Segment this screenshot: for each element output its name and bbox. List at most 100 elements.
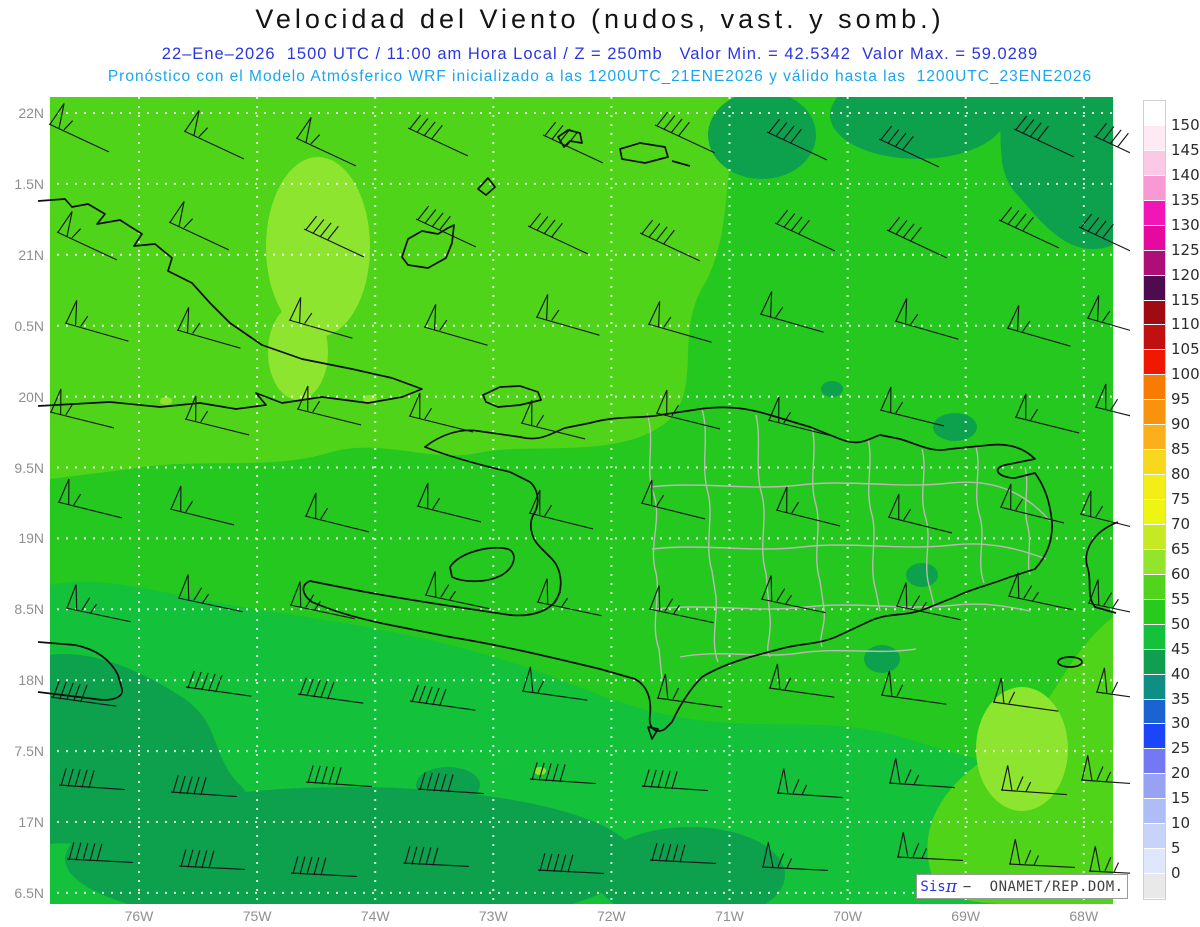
wind-barb (878, 125, 940, 168)
colorbar-cell (1144, 749, 1165, 775)
wind-barb (528, 489, 594, 530)
wind-barb (649, 843, 716, 865)
colorbar-tick-label: 85 (1171, 440, 1191, 459)
colorbar-tick-label: 105 (1171, 340, 1200, 359)
wind-barb (760, 575, 826, 614)
colorbar-cell (1144, 375, 1165, 401)
colorbar-tick-label: 0 (1171, 864, 1181, 883)
colorbar-tick-label: 50 (1171, 614, 1191, 633)
colorbar-cell (1144, 350, 1165, 376)
wind-barb (1080, 755, 1130, 786)
colorbar-tick-label: 120 (1171, 265, 1200, 284)
wind-barb (1014, 393, 1080, 434)
wind-barb (177, 574, 243, 613)
wind-barb (50, 680, 117, 707)
wind-barb (304, 492, 370, 533)
wind-barb (767, 396, 833, 437)
wind-barb (896, 832, 963, 862)
wind-barb (886, 216, 948, 259)
colorbar-tick-label: 35 (1171, 689, 1191, 708)
colorbar-tick-label: 95 (1171, 390, 1191, 409)
wind-barb (48, 103, 110, 153)
colorbar-tick-label: 100 (1171, 365, 1200, 384)
lon-label: 73W (478, 908, 508, 924)
colorbar-cell (1144, 250, 1165, 276)
colorbar-tick-label: 150 (1171, 115, 1200, 134)
wind-barb (527, 212, 589, 255)
wind-barb (640, 479, 706, 520)
wind-barb (768, 663, 835, 698)
wind-barb (1006, 305, 1071, 347)
colorbar-tick-label: 145 (1171, 140, 1200, 159)
graticule-layer (50, 97, 1113, 904)
colorbar-cell (1144, 400, 1165, 426)
wind-barb (57, 478, 123, 519)
colorbar-cell (1144, 200, 1165, 226)
colorbar-tick-label: 80 (1171, 465, 1191, 484)
colorbar-cell (1144, 175, 1165, 201)
wind-barb (895, 582, 961, 621)
wind-barb (648, 585, 714, 624)
colorbar-tick-label: 90 (1171, 415, 1191, 434)
wind-barb (168, 201, 230, 251)
colorbar-cell (1144, 774, 1165, 800)
wind-barb (759, 291, 824, 333)
wind-barb (1008, 839, 1075, 869)
wind-barb (183, 110, 245, 160)
wind-shading-layer (50, 97, 1113, 904)
colorbar-cell (1144, 150, 1165, 176)
wind-barb (288, 297, 353, 339)
lat-label: 18N (18, 672, 44, 689)
colorbar-tick-label: 30 (1171, 714, 1191, 733)
wind-barb (1095, 667, 1130, 702)
wind-barb (1086, 295, 1130, 337)
wind-barb (58, 768, 125, 791)
wind-barb (178, 849, 245, 871)
wind-barb (647, 301, 712, 343)
wind-barb (998, 206, 1060, 249)
wind-barb (1087, 579, 1130, 618)
lon-label: 68W (1069, 908, 1099, 924)
forecast-map (37, 97, 1130, 904)
lat-label: 21N (18, 246, 44, 263)
lat-label: 6.5N (14, 884, 44, 901)
wind-barb (774, 209, 836, 252)
lon-label: 71W (715, 908, 744, 924)
colorbar-cell (1144, 125, 1165, 151)
page-title: Velocidad del Viento (nudos, vast. y som… (255, 4, 945, 34)
wind-barb (176, 307, 241, 349)
wind-barb (655, 389, 721, 430)
wind-barb (535, 294, 600, 336)
lat-label: 9.5N (14, 459, 44, 476)
colorbar-cell (1144, 450, 1165, 476)
wind-barb (542, 121, 604, 164)
coastline-layer (37, 129, 1119, 740)
colorbar-cell (1144, 674, 1165, 700)
wind-barb (879, 386, 945, 427)
wind-barb (409, 684, 476, 711)
wind-barb (775, 486, 841, 527)
wind-barb (170, 775, 237, 798)
colorbar-tick-label: 110 (1171, 315, 1200, 334)
colorbar-tick-label: 115 (1171, 290, 1200, 309)
wind-barb (424, 571, 490, 610)
colorbar-tick-label: 65 (1171, 539, 1191, 558)
wind-barb (639, 219, 701, 262)
colorbar-cell (1144, 500, 1165, 525)
colorbar-cell (1144, 599, 1165, 625)
wind-barb (766, 118, 828, 161)
wind-barb (1093, 122, 1130, 165)
colorbar-cell (1144, 824, 1165, 850)
colorbar-tick-label: 15 (1171, 789, 1191, 808)
wind-barb (1013, 115, 1075, 158)
wind-barb (65, 584, 131, 623)
wind-barb (289, 581, 355, 620)
colorbar-tick-label: 135 (1171, 190, 1200, 209)
colorbar-cell (1144, 325, 1165, 351)
wind-barb (1079, 490, 1130, 531)
wind-barb (999, 483, 1065, 524)
colorbar-tick-label: 75 (1171, 490, 1191, 508)
wind-barb (64, 300, 129, 342)
subtitle-model: Pronóstico con el Modelo Atmósferico WRF… (107, 68, 1093, 85)
